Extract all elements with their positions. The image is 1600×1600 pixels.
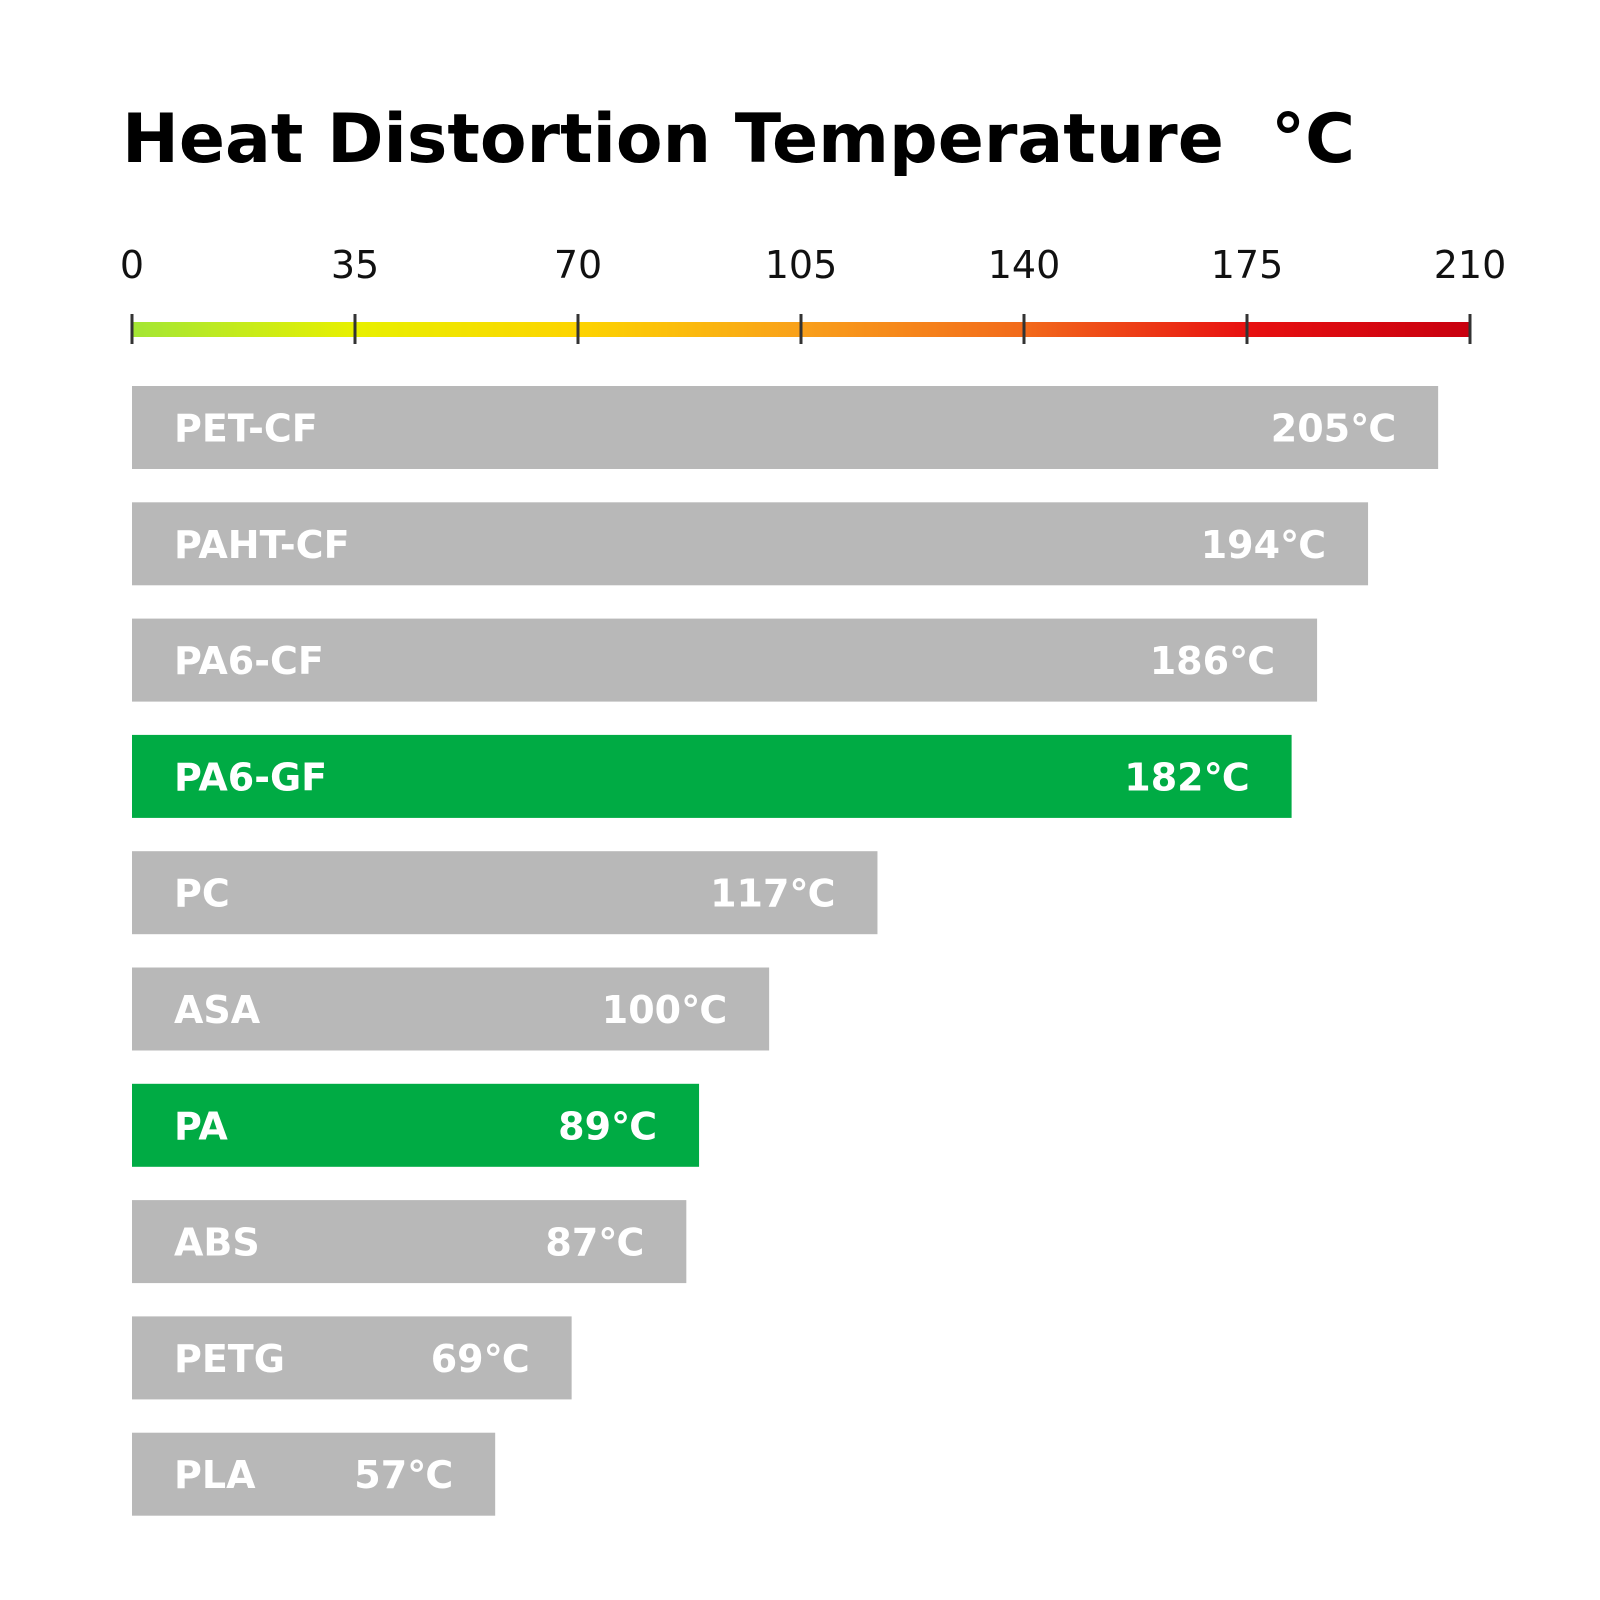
bar-label: PETG <box>174 1337 285 1381</box>
bar-label: PLA <box>174 1453 256 1497</box>
bar-value-label: 89℃ <box>558 1104 657 1148</box>
bar-label: PA6-CF <box>174 639 324 683</box>
bar-value-label: 117℃ <box>710 872 835 916</box>
bar-asa <box>132 967 770 1051</box>
bar-paht-cf <box>132 502 1369 586</box>
bar-value-label: 205℃ <box>1271 407 1396 451</box>
tick-label: 140 <box>988 243 1061 287</box>
tick-label: 70 <box>554 243 602 287</box>
bar-abs <box>132 1200 687 1284</box>
bar-pet-cf <box>132 386 1439 469</box>
bar-pc <box>132 851 878 935</box>
tick-label: 175 <box>1211 243 1284 287</box>
tick-label: 105 <box>765 243 838 287</box>
chart-title: Heat Distortion Temperature °C <box>122 100 1356 179</box>
bar-pa6-cf <box>132 618 1318 702</box>
bar-value-label: 182℃ <box>1124 755 1249 799</box>
bars: PET-CF 205℃ PAHT-CF 194℃ PA6-CF 186℃ PA6-GF 182… <box>132 386 1439 1516</box>
bar-label: PA <box>174 1104 228 1148</box>
bar-pla <box>132 1432 496 1516</box>
bar-label: PA6-GF <box>174 755 327 799</box>
bar-pa <box>132 1083 700 1167</box>
tick-label: 0 <box>120 243 144 287</box>
bar-label: PAHT-CF <box>174 523 350 567</box>
bar-label: ASA <box>174 988 261 1032</box>
bar-value-label: 100℃ <box>602 988 727 1032</box>
bar-label: ABS <box>174 1221 260 1265</box>
bar-value-label: 186℃ <box>1150 639 1275 683</box>
tick-label: 35 <box>331 243 379 287</box>
tick-label: 210 <box>1434 243 1507 287</box>
bar-value-label: 69℃ <box>431 1337 530 1381</box>
temperature-scale: 0 35 70 105 140 175 210 <box>120 243 1506 344</box>
bar-value-label: 194℃ <box>1201 523 1326 567</box>
bar-label: PC <box>174 872 230 916</box>
bar-pa6-gf <box>132 734 1292 818</box>
bar-petg <box>132 1316 572 1400</box>
bar-value-label: 87℃ <box>545 1221 644 1265</box>
bar-label: PET-CF <box>174 407 318 451</box>
bar-value-label: 57℃ <box>354 1453 453 1497</box>
